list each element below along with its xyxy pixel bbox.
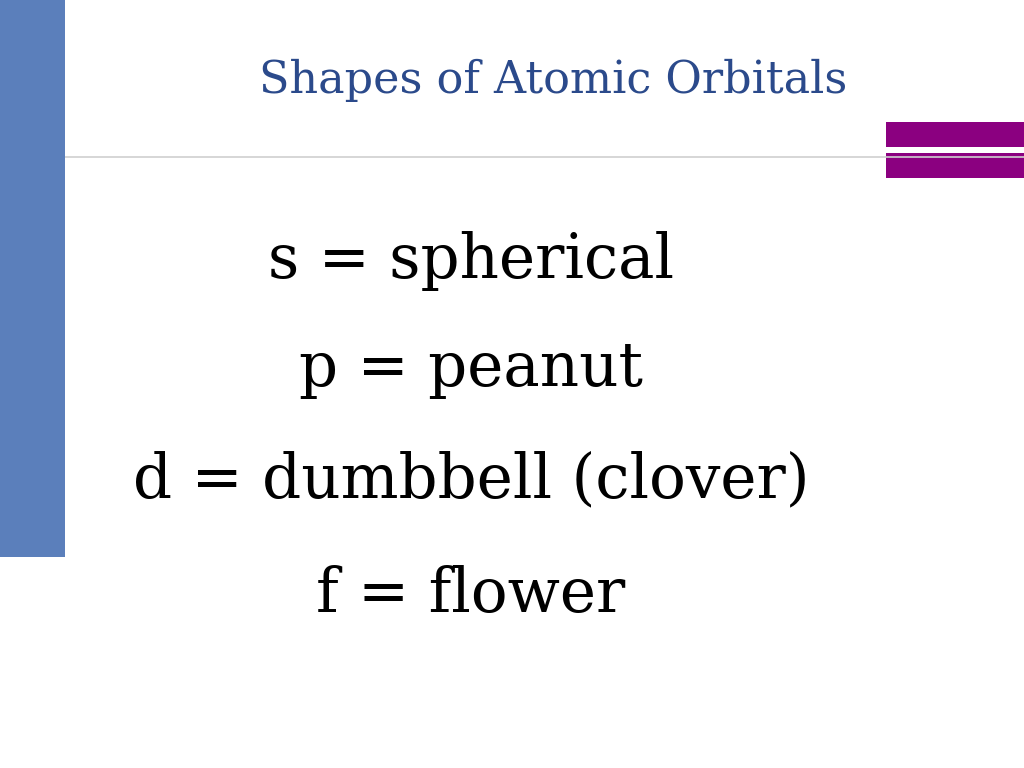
Text: d = dumbbell (clover): d = dumbbell (clover): [133, 450, 809, 510]
Text: Shapes of Atomic Orbitals: Shapes of Atomic Orbitals: [259, 59, 847, 102]
Bar: [886, 153, 1024, 178]
Text: s = spherical: s = spherical: [268, 231, 674, 291]
Bar: [886, 122, 1024, 147]
Text: f = flower: f = flower: [316, 565, 626, 625]
Text: p = peanut: p = peanut: [299, 339, 643, 399]
Bar: [0, 0, 65, 557]
